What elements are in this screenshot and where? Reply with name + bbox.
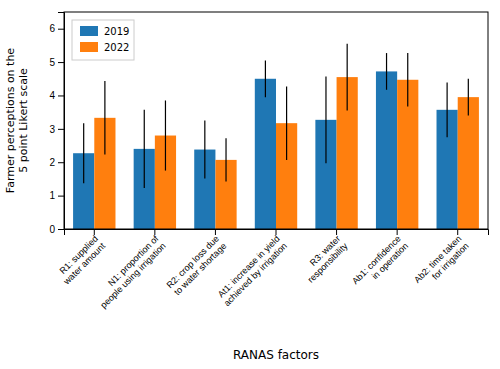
y-axis-title: Farmer perceptions on the5 point Likert …: [4, 48, 30, 193]
x-tick-label: R1: suppliedwater amount: [54, 233, 108, 287]
y-tick: 6: [49, 23, 64, 34]
legend-swatch: [80, 26, 98, 36]
y-tick: 0: [49, 224, 64, 235]
y-tick-mark: [58, 29, 64, 30]
x-tick-label: N1: proportion ofpeople using irrigation: [91, 233, 168, 310]
y-tick-label: 4: [49, 90, 55, 101]
y-tick-mark: [58, 229, 64, 230]
x-tick: Ab2: time takenfor irrigation: [412, 229, 471, 292]
legend-item: 2019: [80, 26, 129, 37]
x-tick-mark: [397, 229, 398, 235]
y-tick: 2: [49, 157, 64, 168]
bar-series: [73, 53, 458, 229]
y-tick-mark: [58, 62, 64, 63]
x-tick-mark: [276, 229, 277, 235]
x-tick: N1: proportion ofpeople using irrigation: [91, 229, 168, 310]
plot: 0 1 2 3 4 5 6 R1: suppliedwater amountN1: propo…: [4, 12, 489, 362]
y-tick-label: 5: [49, 57, 55, 68]
legend-label: 2019: [104, 26, 129, 37]
x-tick: R2: crop loss dueto water shortage: [164, 229, 228, 297]
x-tick: At1: increase in yieldachieved by irriga…: [214, 229, 289, 308]
x-tick-label: R2: crop loss dueto water shortage: [164, 234, 228, 298]
y-tick-mark: [58, 129, 64, 130]
x-tick-label: R3: waterresponsibility: [298, 233, 350, 285]
x-tick: Ab1: confidencein operation: [350, 229, 410, 294]
x-axis-line: [65, 230, 489, 236]
x-tick-mark: [94, 229, 95, 235]
error-bar: [225, 138, 226, 181]
error-bar: [407, 53, 408, 106]
bar-series: [94, 44, 479, 229]
error-bar: [165, 100, 166, 170]
error-bar: [83, 123, 84, 183]
x-tick-mark: [215, 229, 216, 235]
x-tick: R3: waterresponsibility: [298, 229, 350, 285]
legend: 2019 2022: [72, 20, 134, 60]
x-tick-mark: [457, 229, 458, 235]
plot-frame: [64, 12, 488, 229]
y-tick-mark: [58, 162, 64, 163]
y-tick: 5: [49, 57, 64, 68]
legend-label: 2022: [104, 42, 129, 53]
y-tick-label: 6: [49, 23, 55, 34]
chart: 0 1 2 3 4 5 6 R1: suppliedwater amountN1: propo…: [0, 0, 500, 369]
error-bar: [265, 60, 266, 97]
y-tick: 3: [49, 124, 64, 135]
x-tick-label: Ab1: confidencein operation: [350, 234, 410, 294]
bar: [376, 71, 397, 229]
y-tick-mark: [58, 196, 64, 197]
x-tick-label: Ab2: time takenfor irrigation: [412, 234, 471, 293]
error-bar: [347, 44, 348, 111]
error-bar: [144, 110, 145, 188]
x-tick-mark: [336, 229, 337, 235]
bar: [458, 97, 479, 229]
y-axis: 0 1 2 3 4 5 6: [49, 13, 64, 235]
y-tick-label: 3: [49, 124, 55, 135]
error-bar: [104, 81, 105, 154]
x-tick: R1: suppliedwater amount: [54, 229, 108, 287]
x-axis: R1: suppliedwater amountN1: proportion o…: [54, 229, 489, 310]
y-tick-label: 0: [49, 224, 55, 235]
legend-box: [72, 20, 134, 60]
error-bar: [447, 82, 448, 137]
y-tick: 4: [49, 90, 64, 101]
y-tick-label: 2: [49, 157, 55, 168]
error-bar: [286, 86, 287, 159]
legend-swatch: [80, 42, 98, 52]
legend-item: 2022: [80, 42, 129, 53]
error-bar: [386, 53, 387, 90]
error-bar: [204, 121, 205, 179]
x-axis-title: RANAS factors: [233, 348, 319, 362]
y-tick: 1: [49, 190, 64, 201]
error-bar: [468, 79, 469, 116]
bar: [255, 79, 276, 229]
x-tick-label: At1: increase in yieldachieved by irriga…: [214, 234, 289, 309]
error-bar: [325, 76, 326, 163]
y-tick-mark: [58, 95, 64, 96]
y-tick-label: 1: [49, 190, 55, 201]
x-tick-mark: [154, 229, 155, 235]
marks: [73, 44, 479, 229]
